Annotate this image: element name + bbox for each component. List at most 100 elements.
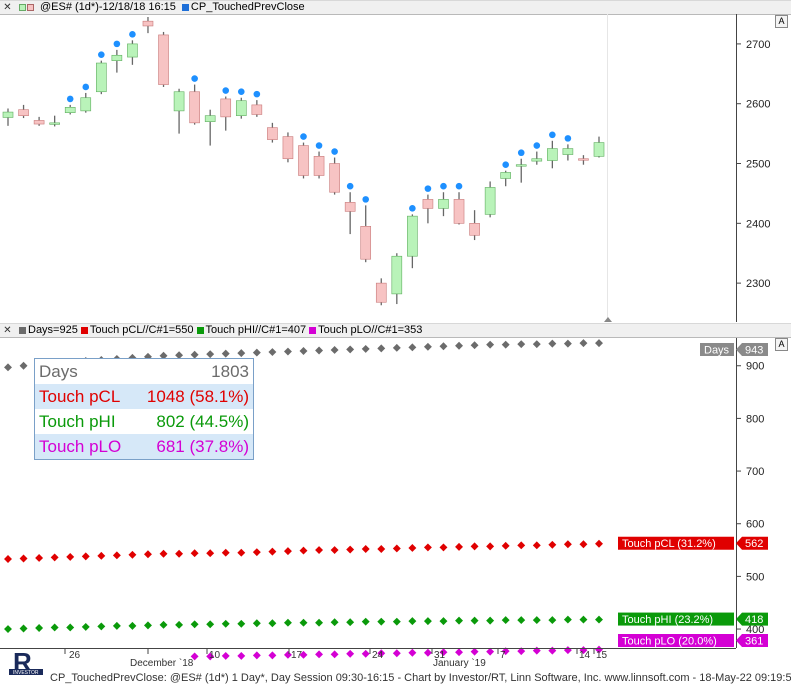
- candle[interactable]: [593, 136, 605, 158]
- plo-point: [206, 652, 215, 661]
- phi-point: [299, 618, 308, 627]
- days-point: [283, 347, 292, 356]
- plo-point: [237, 651, 246, 660]
- touch-dot: [129, 31, 136, 38]
- candle[interactable]: [251, 90, 263, 117]
- candle[interactable]: [344, 182, 356, 235]
- candle[interactable]: [204, 109, 216, 146]
- candle[interactable]: [2, 108, 14, 126]
- candle[interactable]: [282, 132, 294, 163]
- indicator-title[interactable]: CP_TouchedPrevClose: [190, 1, 305, 13]
- candle[interactable]: [500, 161, 511, 187]
- touch-dot: [440, 182, 447, 190]
- phi-point: [423, 617, 432, 626]
- candle[interactable]: [64, 95, 76, 115]
- touch-dot: [191, 75, 198, 82]
- phi-point: [128, 621, 137, 630]
- plo-point: [346, 649, 355, 658]
- candle[interactable]: [469, 210, 480, 241]
- pcl-point: [81, 552, 90, 561]
- candle[interactable]: [173, 88, 185, 134]
- days-point: [299, 347, 308, 355]
- candle[interactable]: [33, 116, 45, 126]
- legend-phi[interactable]: Touch pHI//C#1=407: [205, 324, 307, 336]
- pcl-point: [330, 546, 339, 555]
- top-auto-scale-button[interactable]: A: [775, 15, 788, 28]
- legend-plo[interactable]: Touch pLO//C#1=353: [318, 324, 423, 336]
- close-icon[interactable]: ✕: [3, 325, 12, 336]
- phi-point: [252, 619, 261, 628]
- candle[interactable]: [267, 122, 278, 143]
- candle[interactable]: [142, 16, 154, 34]
- pcl-point: [252, 548, 261, 557]
- symbol-title[interactable]: @ES# (1d*)-12/18/18 16:15: [40, 1, 176, 13]
- pcl-point: [392, 544, 401, 553]
- candle[interactable]: [360, 196, 372, 263]
- candle[interactable]: [127, 31, 138, 65]
- close-icon[interactable]: ✕: [3, 2, 12, 13]
- candle[interactable]: [313, 142, 325, 179]
- candle[interactable]: [547, 131, 558, 169]
- candle[interactable]: [235, 88, 247, 119]
- candle[interactable]: [96, 51, 107, 95]
- days-point: [532, 340, 541, 349]
- candle[interactable]: [49, 115, 60, 127]
- candle[interactable]: [158, 31, 169, 87]
- days-point: [579, 339, 588, 348]
- candle-body: [49, 122, 60, 125]
- tag-value-bg: [736, 343, 768, 356]
- pcl-point: [361, 545, 370, 553]
- candle[interactable]: [453, 182, 465, 225]
- legend-days[interactable]: Days=925: [28, 324, 78, 336]
- plo-point: [455, 648, 463, 657]
- pcl-point: [190, 549, 199, 558]
- phi-point: [563, 615, 572, 624]
- phi-point: [81, 622, 90, 631]
- pcl-legend-icon: [80, 327, 88, 334]
- plo-point: [268, 651, 277, 660]
- touch-dot: [502, 161, 509, 168]
- plo-point: [330, 650, 339, 659]
- candle[interactable]: [515, 149, 527, 183]
- candle[interactable]: [220, 87, 232, 131]
- summary-value: 681 (37.8%): [156, 436, 249, 456]
- x-axis-label: December `18: [130, 657, 194, 669]
- candle[interactable]: [484, 181, 496, 218]
- tag-value: 418: [745, 614, 763, 626]
- summary-row-days: Days 1803: [35, 359, 253, 384]
- candle[interactable]: [562, 135, 574, 161]
- candle[interactable]: [578, 155, 589, 165]
- phi-point: [346, 618, 355, 627]
- study-panel-header: ✕ Days=925 Touch pCL//C#1=550 Touch pHI/…: [0, 323, 791, 338]
- phi-point: [268, 619, 277, 628]
- candle[interactable]: [111, 40, 123, 73]
- plo-point: [221, 651, 230, 660]
- touch-dot: [533, 142, 541, 149]
- legend-pcl[interactable]: Touch pCL//C#1=550: [89, 324, 194, 336]
- candle-body: [547, 148, 558, 161]
- candle[interactable]: [18, 104, 29, 119]
- touch-dot: [409, 205, 416, 212]
- pcl-point: [175, 549, 184, 558]
- phi-point: [237, 619, 246, 628]
- candle[interactable]: [531, 142, 543, 165]
- bottom-auto-scale-button[interactable]: A: [775, 338, 788, 351]
- candle[interactable]: [298, 133, 309, 179]
- candle[interactable]: [189, 75, 200, 125]
- days-point: [377, 344, 386, 353]
- summary-label: Touch pHI: [39, 411, 116, 431]
- candle[interactable]: [407, 205, 418, 269]
- candle[interactable]: [329, 148, 340, 195]
- candle[interactable]: [80, 83, 92, 113]
- candle[interactable]: [438, 182, 449, 217]
- candle[interactable]: [422, 185, 434, 224]
- candle-body: [64, 106, 76, 113]
- scroll-marker-icon: [604, 317, 612, 322]
- candle[interactable]: [391, 253, 403, 305]
- candle-body: [204, 115, 216, 122]
- candle[interactable]: [375, 278, 387, 306]
- phi-point: [50, 623, 59, 632]
- phi-point: [579, 615, 588, 624]
- pcl-point: [455, 542, 463, 551]
